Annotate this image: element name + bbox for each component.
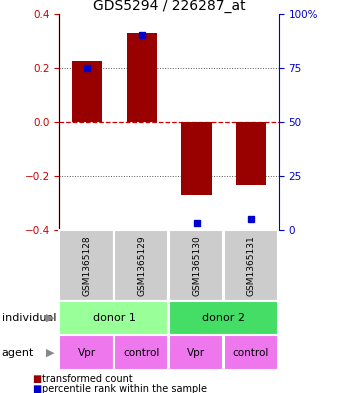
Text: ■: ■ — [32, 374, 41, 384]
Text: percentile rank within the sample: percentile rank within the sample — [42, 384, 207, 393]
Text: GSM1365128: GSM1365128 — [82, 235, 91, 296]
Text: donor 2: donor 2 — [202, 313, 245, 323]
Bar — [72, 61, 102, 122]
Text: control: control — [123, 347, 159, 358]
Text: GSM1365130: GSM1365130 — [192, 235, 201, 296]
Text: Vpr: Vpr — [78, 347, 96, 358]
Text: GSM1365131: GSM1365131 — [247, 235, 256, 296]
Text: ▶: ▶ — [46, 313, 54, 323]
Text: ▶: ▶ — [46, 347, 54, 358]
Text: transformed count: transformed count — [42, 374, 133, 384]
Text: ■: ■ — [32, 384, 41, 393]
Bar — [182, 122, 211, 195]
Title: GDS5294 / 226287_at: GDS5294 / 226287_at — [93, 0, 245, 13]
Text: Vpr: Vpr — [187, 347, 205, 358]
Text: control: control — [233, 347, 269, 358]
Bar — [236, 122, 267, 185]
Text: individual: individual — [2, 313, 56, 323]
Text: donor 1: donor 1 — [92, 313, 135, 323]
Bar — [127, 33, 157, 122]
Text: GSM1365129: GSM1365129 — [137, 235, 146, 296]
Text: agent: agent — [2, 347, 34, 358]
